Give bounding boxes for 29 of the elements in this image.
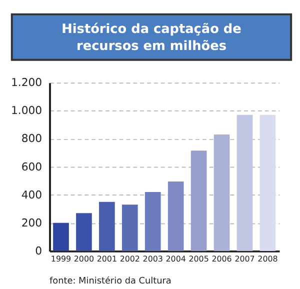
source-note: fonte: Ministério da Cultura bbox=[50, 276, 172, 287]
x-tick-label: 2007 bbox=[234, 254, 255, 264]
x-tick-label: 2002 bbox=[120, 254, 140, 264]
y-tick-label: 400 bbox=[21, 188, 42, 202]
x-tick-label: 2000 bbox=[74, 254, 94, 264]
y-tick-label: 1.200 bbox=[10, 76, 42, 90]
y-tick-label: 1.000 bbox=[10, 104, 42, 118]
bar bbox=[168, 182, 184, 251]
x-tick-label: 2001 bbox=[96, 254, 117, 264]
bar bbox=[190, 150, 207, 251]
chart-title: Histórico da captação de recursos em milhões bbox=[62, 22, 242, 54]
bar bbox=[144, 192, 161, 251]
y-tick-label: 600 bbox=[21, 160, 42, 174]
y-tick-label: 800 bbox=[21, 132, 42, 146]
x-tick-label: 2004 bbox=[166, 254, 186, 264]
bar bbox=[214, 134, 230, 251]
bar bbox=[53, 222, 69, 251]
bar bbox=[99, 202, 115, 251]
y-tick-label: 0 bbox=[35, 244, 42, 258]
bar bbox=[260, 114, 276, 251]
bar bbox=[76, 213, 92, 251]
bar bbox=[236, 114, 253, 251]
x-tick-label: 2008 bbox=[258, 254, 278, 264]
bar bbox=[122, 204, 138, 251]
x-tick-label: 2005 bbox=[188, 254, 209, 264]
x-tick-label: 2003 bbox=[142, 254, 163, 264]
x-tick-label: 1999 bbox=[50, 254, 72, 264]
y-tick-label: 200 bbox=[21, 216, 42, 230]
x-tick-label: 2006 bbox=[212, 254, 232, 264]
